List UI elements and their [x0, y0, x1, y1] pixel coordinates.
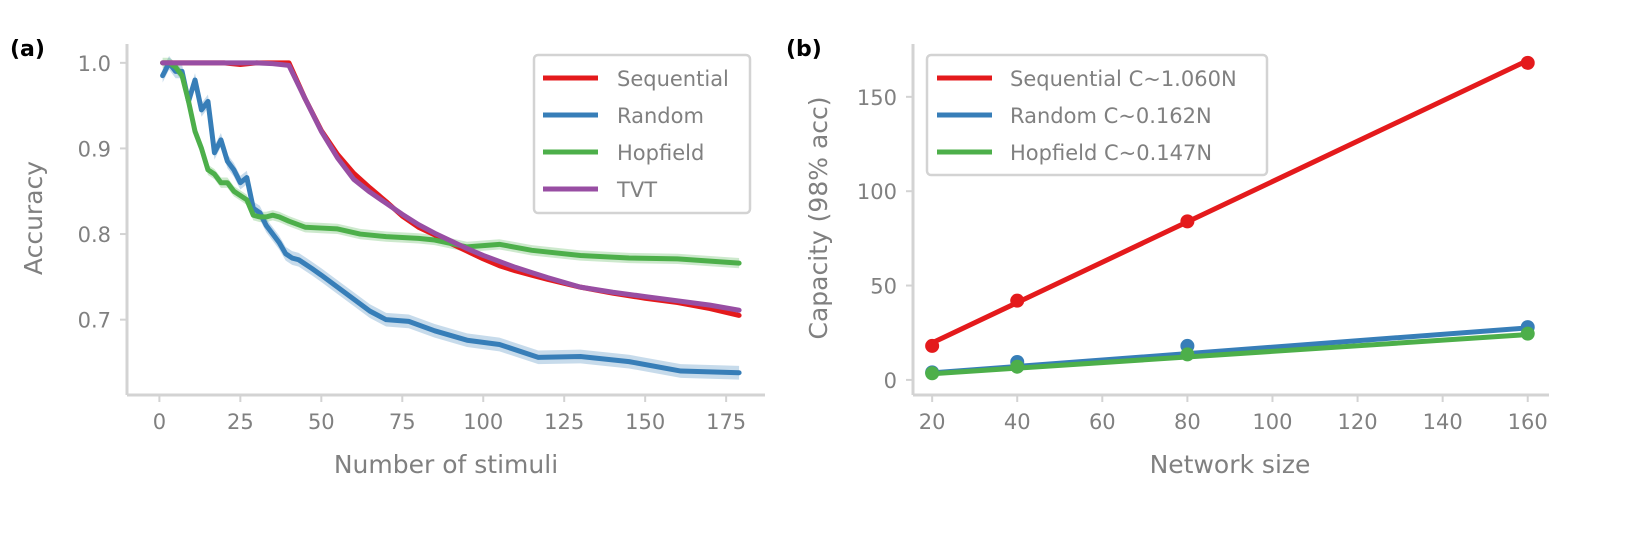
panel-a-y-tick-label: 0.9 — [78, 137, 111, 161]
panel-b-x-axis-label: Network size — [1150, 450, 1311, 479]
panel-b-x-tick-label: 120 — [1338, 410, 1378, 434]
panel-a-axes — [125, 44, 765, 397]
legend-label-sequential: Sequential C~1.060N — [1010, 67, 1237, 91]
panel-b-x-tick-label: 40 — [1004, 410, 1031, 434]
fit-line-sequential — [929, 57, 1531, 346]
data-point-sequential — [1180, 214, 1195, 229]
fit-line-hopfield — [929, 332, 1531, 377]
panel-b: (b) 20 40 60 80 100 120 140 160 0 50 100 150 Netwo… — [786, 37, 1549, 479]
data-point-sequential — [925, 338, 940, 353]
panel-b-series-lines — [929, 57, 1531, 377]
panel-b-y-tick-label: 100 — [857, 180, 897, 204]
panel-a-legend-box — [532, 53, 752, 215]
panel-a-series-lines — [160, 60, 742, 376]
panel-a-x-tick-label: 75 — [389, 410, 416, 434]
panel-b-legend-box — [925, 53, 1269, 177]
series-line-hopfield — [160, 60, 742, 266]
data-point-sequential — [1010, 293, 1025, 308]
panel-a-legend: Sequential Random Hopfield TVT — [532, 53, 752, 215]
data-point-hopfield — [1180, 347, 1195, 362]
data-point-hopfield — [925, 366, 940, 381]
panel-a-x-axis-label: Number of stimuli — [334, 450, 558, 479]
legend-label-hopfield: Hopfield — [617, 141, 704, 165]
data-point-hopfield — [1010, 359, 1025, 374]
panel-a-x-tick-label: 100 — [463, 410, 503, 434]
panel-b-x-tick-label: 140 — [1423, 410, 1463, 434]
panel-b-y-axis-label: Capacity (98% acc) — [804, 96, 833, 339]
panel-b-x-ticks: 20 40 60 80 100 120 140 160 — [919, 395, 1548, 434]
panel-b-x-tick-label: 100 — [1252, 410, 1292, 434]
series-line-tvt — [160, 60, 742, 313]
panel-a-x-tick-label: 50 — [308, 410, 335, 434]
panel-a-x-tick-label: 125 — [544, 410, 584, 434]
panel-b-y-tick-label: 50 — [870, 275, 897, 299]
panel-a-y-tick-label: 0.8 — [78, 223, 111, 247]
legend-label-hopfield: Hopfield C~0.147N — [1010, 141, 1212, 165]
panel-a-x-tick-label: 150 — [625, 410, 665, 434]
panel-b-y-ticks: 0 50 100 150 — [857, 86, 913, 393]
panel-b-series-points — [925, 55, 1535, 381]
legend-label-random: Random C~0.162N — [1010, 104, 1212, 128]
panel-a-x-tick-label: 175 — [706, 410, 746, 434]
panel-b-x-tick-label: 160 — [1508, 410, 1548, 434]
panel-a-x-tick-label: 25 — [227, 410, 254, 434]
legend-label-tvt: TVT — [616, 178, 657, 202]
legend-label-sequential: Sequential — [617, 67, 729, 91]
panel-b-x-tick-label: 80 — [1174, 410, 1201, 434]
panel-b-y-tick-label: 0 — [884, 369, 897, 393]
data-point-hopfield — [1520, 326, 1535, 341]
panel-a: (a) 0 25 50 75 100 125 150 175 0.7 0.8 0.9 1.0 Num… — [10, 37, 765, 479]
panel-b-x-tick-label: 20 — [919, 410, 946, 434]
panel-a-y-tick-label: 1.0 — [78, 52, 111, 76]
panel-a-y-axis-label: Accuracy — [19, 161, 48, 275]
panel-a-x-ticks: 0 25 50 75 100 125 150 175 — [153, 395, 746, 434]
panel-a-x-tick-label: 0 — [153, 410, 166, 434]
panel-b-label: (b) — [786, 37, 822, 62]
panel-b-x-tick-label: 60 — [1089, 410, 1116, 434]
panel-a-y-ticks: 0.7 0.8 0.9 1.0 — [78, 52, 127, 333]
panel-a-label: (a) — [10, 37, 45, 62]
panel-a-y-tick-label: 0.7 — [78, 309, 111, 333]
legend-label-random: Random — [617, 104, 704, 128]
panel-b-legend: Sequential C~1.060N Random C~0.162N Hopfie… — [925, 53, 1269, 177]
series-line-random — [160, 60, 742, 376]
data-point-sequential — [1520, 55, 1535, 70]
panel-b-y-tick-label: 150 — [857, 86, 897, 110]
